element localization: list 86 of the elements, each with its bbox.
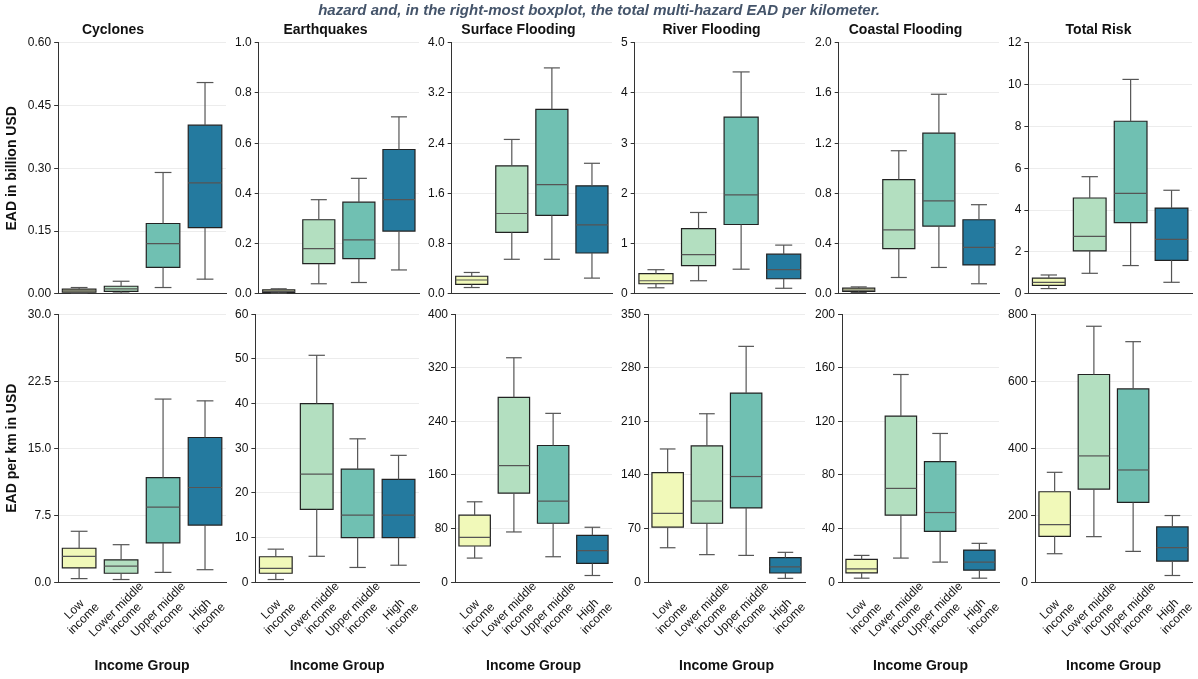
text: hazard and, in the right-most boxplot, the total multi-hazard EAD per kilometer.	[317, 0, 881, 20]
y-tick-label: 3.2	[428, 85, 446, 100]
y-tick-label: 280	[621, 360, 642, 375]
y-tick-label: 1.0	[234, 35, 252, 50]
x-axis-title: Income Group	[289, 657, 385, 674]
y-tick-label: 0.30	[27, 160, 52, 175]
y-tick-label: 160	[428, 467, 449, 482]
y-tick-label: 12	[1007, 35, 1022, 50]
y-tick-label: 1	[621, 235, 629, 250]
y-axis-title: EAD in billion USD	[3, 106, 20, 231]
y-tick-label: 0.00	[27, 286, 52, 301]
y-tick-label: 0.0	[234, 286, 252, 301]
x-axis-title: Income Group	[679, 657, 775, 674]
y-tick-label: 0	[441, 574, 449, 589]
chart-title: Coastal Flooding	[848, 21, 962, 38]
y-tick-label: 0.15	[27, 223, 52, 238]
y-tick-label: 0	[621, 286, 629, 301]
y-tick-label: 800	[1007, 306, 1029, 321]
y-tick-label: 0.4	[234, 185, 252, 200]
y-tick-label: 4	[1014, 202, 1022, 217]
y-tick-label: 0.0	[34, 574, 52, 589]
chart-title: Total Risk	[1065, 21, 1132, 38]
x-axis-title: Income Group	[1065, 657, 1161, 674]
y-tick-label: 1.6	[428, 185, 446, 200]
y-tick-label: 7.5	[34, 507, 52, 522]
y-axis-title: EAD per km in USD	[3, 383, 20, 513]
y-tick-label: 4	[621, 85, 629, 100]
y-tick-label: 10	[1007, 76, 1022, 91]
y-tick-label: 0.8	[428, 235, 446, 250]
y-tick-label: 400	[428, 306, 449, 321]
y-tick-label: 70	[628, 520, 642, 535]
y-tick-label: 1.6	[814, 85, 832, 100]
y-tick-label: 0.2	[234, 235, 252, 250]
y-tick-label: 0	[241, 574, 249, 589]
y-tick-label: 210	[621, 413, 642, 428]
y-tick-label: 22.5	[27, 373, 52, 388]
y-tick-label: 320	[428, 360, 449, 375]
y-tick-label: 0	[1021, 574, 1029, 589]
y-tick-label: 10	[234, 529, 249, 544]
y-tick-label: 0.0	[428, 286, 446, 301]
y-tick-label: 140	[621, 467, 642, 482]
y-tick-label: 0.60	[27, 35, 52, 50]
y-tick-label: 160	[814, 360, 835, 375]
x-axis-title: Income Group	[872, 657, 968, 674]
x-axis-title: Income Group	[486, 657, 582, 674]
y-tick-label: 200	[814, 306, 835, 321]
y-tick-label: 0.4	[814, 235, 832, 250]
chart-title: Surface Flooding	[461, 21, 576, 38]
y-tick-label: 0.0	[814, 286, 832, 301]
y-tick-label: 30.0	[27, 306, 52, 321]
y-tick-label: 1.2	[814, 135, 832, 150]
y-tick-label: 0	[827, 574, 835, 589]
y-tick-label: 80	[821, 467, 835, 482]
y-tick-label: 2	[1014, 244, 1022, 259]
chart-title: Cyclones	[81, 21, 145, 38]
y-tick-label: 4.0	[428, 35, 446, 50]
chart-title: River Flooding	[662, 21, 761, 38]
y-tick-label: 20	[234, 485, 249, 500]
y-tick-label: 2.4	[428, 135, 446, 150]
y-tick-label: 200	[1007, 507, 1029, 522]
y-tick-label: 6	[1014, 160, 1022, 175]
x-axis-title: Income Group	[94, 657, 190, 674]
y-tick-label: 0	[634, 574, 642, 589]
chart-title: Earthquakes	[283, 21, 368, 38]
y-tick-label: 8	[1014, 118, 1022, 133]
y-tick-label: 600	[1007, 373, 1029, 388]
y-tick-label: 3	[621, 135, 629, 150]
y-tick-label: 350	[621, 306, 642, 321]
y-tick-label: 2	[621, 185, 629, 200]
y-tick-label: 40	[234, 395, 249, 410]
y-tick-label: 0.45	[27, 97, 52, 112]
y-tick-label: 400	[1007, 440, 1029, 455]
y-tick-label: 240	[428, 413, 449, 428]
y-tick-label: 120	[814, 413, 835, 428]
y-tick-label: 60	[234, 306, 249, 321]
y-tick-label: 40	[821, 520, 835, 535]
y-tick-label: 0.6	[234, 135, 252, 150]
y-tick-label: 50	[234, 351, 249, 366]
y-tick-label: 0.8	[814, 185, 832, 200]
y-tick-label: 0	[1014, 286, 1022, 301]
y-tick-label: 2.0	[814, 35, 832, 50]
y-tick-label: 15.0	[27, 440, 52, 455]
y-tick-label: 80	[434, 520, 449, 535]
y-tick-label: 30	[234, 440, 249, 455]
y-tick-label: 5	[621, 35, 629, 50]
y-tick-label: 0.8	[234, 85, 252, 100]
